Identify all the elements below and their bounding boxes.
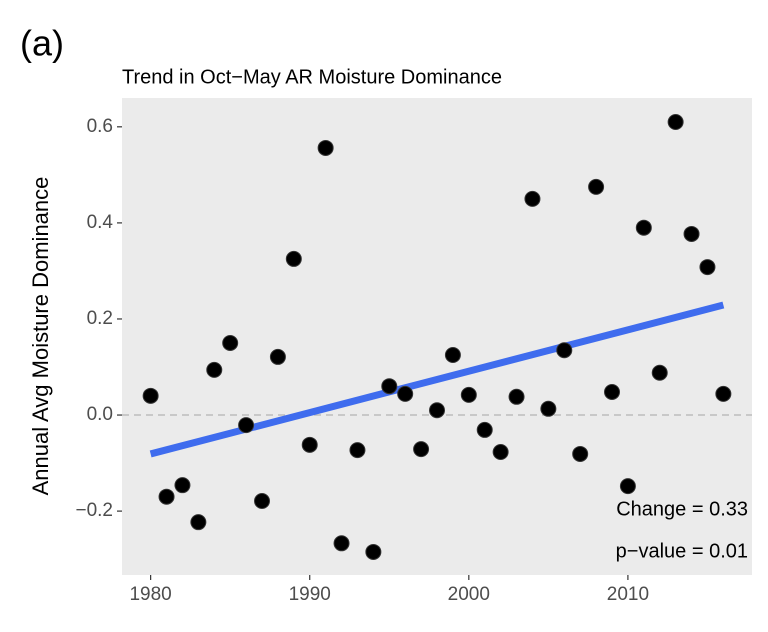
point xyxy=(142,387,159,404)
point xyxy=(301,436,318,453)
point xyxy=(635,219,652,236)
annotation: Change = 0.33 xyxy=(616,498,748,520)
point xyxy=(333,535,350,552)
point xyxy=(651,364,668,381)
point xyxy=(604,383,620,400)
point xyxy=(476,421,493,438)
point xyxy=(349,442,366,459)
point xyxy=(683,225,700,242)
point xyxy=(588,178,605,195)
point xyxy=(174,477,191,494)
point xyxy=(238,417,255,434)
point xyxy=(254,493,270,510)
point xyxy=(619,478,636,495)
point xyxy=(413,441,430,458)
point xyxy=(699,259,716,276)
x-tick-label: 1980 xyxy=(129,584,171,605)
point xyxy=(572,445,589,462)
x-tick-label: 2010 xyxy=(607,584,649,605)
x-tick-label: 2000 xyxy=(448,584,490,605)
point xyxy=(397,385,414,402)
point xyxy=(667,114,684,131)
panel-label: (a) xyxy=(20,23,64,64)
point xyxy=(285,250,302,267)
y-tick-label: 0.0 xyxy=(87,404,113,425)
point xyxy=(524,190,541,207)
y-axis-label: Annual Avg Moisture Dominance xyxy=(28,177,53,496)
y-tick-label: −0.2 xyxy=(75,500,113,521)
point xyxy=(460,386,477,403)
point xyxy=(429,402,445,419)
point xyxy=(158,488,175,505)
point xyxy=(556,342,573,359)
chart-title: Trend in Oct−May AR Moisture Dominance xyxy=(122,66,502,88)
point xyxy=(222,334,239,351)
point xyxy=(444,346,461,363)
point xyxy=(508,388,525,405)
point xyxy=(190,514,207,531)
point xyxy=(492,444,509,461)
y-tick-label: 0.4 xyxy=(87,212,114,233)
point xyxy=(317,139,334,156)
y-tick-label: 0.2 xyxy=(87,308,113,329)
point xyxy=(715,385,732,402)
point xyxy=(381,378,398,395)
point xyxy=(269,348,286,365)
annotation: p−value = 0.01 xyxy=(616,540,748,562)
point xyxy=(206,361,223,378)
y-tick-label: 0.6 xyxy=(87,116,113,137)
point xyxy=(540,400,557,417)
x-tick-label: 1990 xyxy=(289,584,331,605)
point xyxy=(365,543,382,560)
